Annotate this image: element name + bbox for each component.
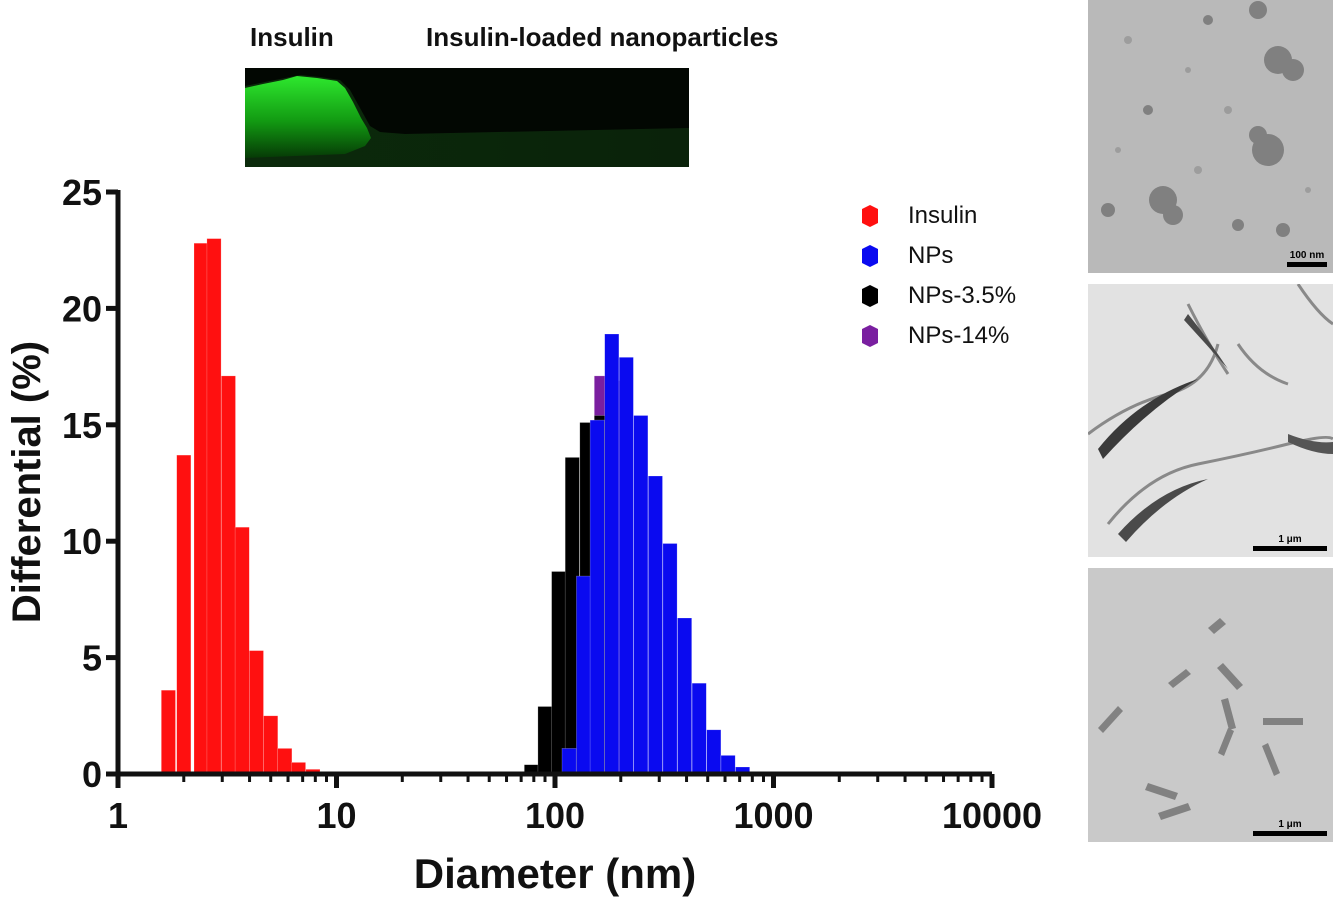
y-tick-label: 0 <box>82 754 102 795</box>
tem-image-middle: 1 μm <box>1088 284 1333 557</box>
bar <box>677 617 692 775</box>
x-tick-label: 1 <box>108 795 128 836</box>
inset-label-nanoparticles: Insulin-loaded nanoparticles <box>426 22 779 52</box>
scale-bar: 1 μm <box>1253 819 1327 836</box>
bar <box>633 415 649 775</box>
bar <box>206 238 222 775</box>
y-axis-label: Differential (%) <box>5 341 49 623</box>
x-tick-label: 10 <box>316 795 356 836</box>
bar <box>551 571 567 775</box>
x-tick-label: 10000 <box>942 795 1042 836</box>
bar <box>537 706 553 775</box>
series-insulin <box>161 238 334 775</box>
series-nps <box>561 333 765 775</box>
x-tick-label: 100 <box>525 795 585 836</box>
bar <box>576 575 591 775</box>
legend-label: NPs <box>908 242 954 269</box>
bar <box>691 682 707 775</box>
legend-label: NPs-3.5% <box>908 282 1017 309</box>
legend-label: NPs-14% <box>908 322 1010 349</box>
tem-image-bottom: 1 μm <box>1088 568 1333 842</box>
bar <box>561 748 577 775</box>
tem-image-top: 100 nm <box>1088 0 1333 273</box>
bar <box>221 375 236 775</box>
y-tick-label: 20 <box>62 288 102 329</box>
y-tick-label: 10 <box>62 521 102 562</box>
bar <box>706 729 722 775</box>
scale-bar: 1 μm <box>1253 534 1327 551</box>
bar <box>604 333 620 775</box>
scale-bar-label: 100 nm <box>1289 250 1325 261</box>
inset-label-insulin: Insulin <box>250 22 334 52</box>
legend-swatch <box>862 325 878 347</box>
bar <box>647 475 663 775</box>
legend-label: Insulin <box>908 202 978 229</box>
bar <box>161 689 176 775</box>
bar <box>249 650 264 775</box>
bar <box>193 242 209 775</box>
legend-swatch <box>862 245 878 267</box>
y-tick-label: 5 <box>82 638 102 679</box>
bar <box>234 526 250 775</box>
bar <box>720 755 736 775</box>
legend-swatch <box>862 285 878 307</box>
bar <box>263 715 279 775</box>
legend-swatch <box>862 205 878 227</box>
scale-bar-label: 1 μm <box>1278 819 1302 830</box>
y-tick-label: 15 <box>62 405 102 446</box>
y-tick-label: 25 <box>62 172 102 213</box>
scale-bar-label: 1 μm <box>1278 534 1302 545</box>
x-axis-label: Diameter (nm) <box>414 850 696 897</box>
bar <box>176 454 192 775</box>
axes-layer: 0 5 10 15 20 25 1 10 100 1000 10000 <box>62 172 1042 836</box>
scale-bar: 100 nm <box>1287 250 1327 267</box>
bar <box>589 419 605 775</box>
bars-layer <box>161 238 765 775</box>
x-tick-label: 1000 <box>733 795 813 836</box>
bar <box>277 748 293 775</box>
bar <box>618 356 634 775</box>
fluorescence-gel-image <box>245 68 689 167</box>
bar <box>662 543 678 775</box>
